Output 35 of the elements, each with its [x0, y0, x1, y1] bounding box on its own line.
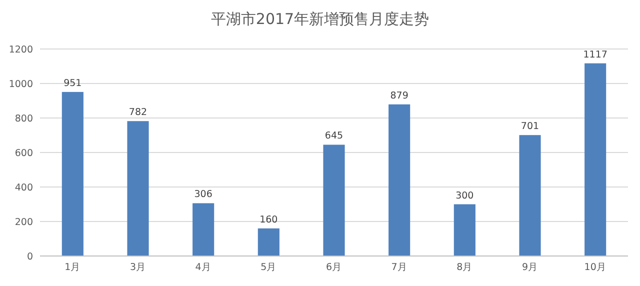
- bar: [258, 228, 280, 256]
- x-tick-label: 4月: [195, 262, 212, 273]
- y-tick-label: 400: [14, 182, 33, 194]
- y-tick-label: 800: [14, 114, 33, 124]
- bar: [388, 104, 410, 256]
- data-label: 645: [324, 130, 344, 142]
- x-tick-label: 1月: [64, 262, 81, 273]
- data-label: 306: [194, 189, 212, 200]
- x-tick-label: 5月: [260, 262, 277, 273]
- x-tick-label: 7月: [391, 262, 408, 273]
- data-label: 160: [260, 214, 278, 226]
- chart-title: 平湖市2017年新增预售月度走势: [210, 10, 430, 28]
- bar: [323, 144, 345, 256]
- data-label: 951: [64, 78, 82, 89]
- x-tick-label: 9月: [522, 262, 538, 273]
- data-label: 701: [520, 121, 540, 132]
- bar: [584, 63, 606, 256]
- bar: [454, 204, 476, 256]
- data-label: 782: [128, 107, 148, 118]
- y-tick-label: 1200: [8, 44, 33, 56]
- x-tick-label: 10月: [584, 262, 606, 273]
- x-tick-label: 8月: [456, 262, 473, 273]
- y-tick-label: 1000: [8, 79, 33, 90]
- y-tick-label: 0: [26, 252, 33, 262]
- y-tick-label: 200: [14, 217, 33, 228]
- x-tick-label: 3月: [130, 262, 146, 273]
- data-label: 1117: [583, 49, 608, 60]
- bar: [127, 121, 149, 256]
- y-tick-label: 600: [14, 148, 33, 159]
- bar: [519, 135, 541, 256]
- bar: [62, 92, 84, 256]
- bar: [192, 203, 214, 256]
- x-tick-label: 6月: [326, 262, 342, 273]
- data-label: 879: [390, 90, 408, 102]
- data-label: 300: [456, 190, 474, 202]
